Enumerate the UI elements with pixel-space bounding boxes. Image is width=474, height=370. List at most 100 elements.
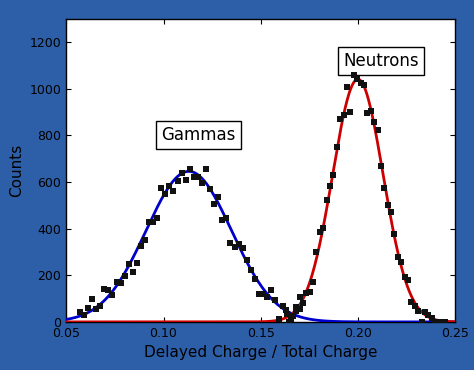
X-axis label: Delayed Charge / Total Charge: Delayed Charge / Total Charge (144, 345, 377, 360)
Point (214, 194, 222, 200)
Point (431, 319, 439, 324)
Point (292, 307, 299, 313)
Point (285, 319, 293, 325)
Point (210, 201, 218, 206)
Point (381, 185, 388, 191)
Point (323, 197, 330, 203)
Point (333, 144, 341, 150)
Point (425, 312, 432, 318)
Point (125, 261, 133, 267)
Point (272, 297, 279, 303)
Point (346, 109, 354, 115)
Point (194, 174, 202, 180)
Point (404, 277, 412, 283)
Point (149, 219, 157, 225)
Point (186, 166, 193, 172)
Point (282, 307, 290, 313)
Point (414, 308, 422, 314)
Text: Neutrons: Neutrons (343, 51, 419, 70)
Point (354, 75, 361, 81)
Point (92, 306, 100, 312)
Point (391, 231, 398, 237)
Point (329, 172, 337, 178)
Point (255, 291, 263, 297)
Point (441, 319, 449, 325)
Point (340, 112, 347, 118)
Point (343, 84, 351, 90)
Point (182, 178, 190, 184)
Point (76, 309, 84, 315)
Point (263, 294, 271, 300)
Point (398, 259, 405, 265)
Point (310, 279, 317, 285)
Point (299, 300, 307, 306)
Point (88, 296, 96, 302)
Point (306, 289, 313, 295)
Point (227, 240, 234, 246)
Point (364, 110, 371, 115)
Point (360, 83, 368, 88)
Point (401, 275, 409, 280)
Point (97, 303, 104, 309)
Point (247, 267, 255, 273)
Point (283, 311, 291, 317)
Point (289, 313, 297, 319)
Point (280, 303, 287, 309)
Point (154, 215, 161, 221)
Point (239, 245, 246, 251)
Point (313, 249, 320, 255)
Point (288, 316, 295, 322)
Point (326, 184, 334, 189)
Point (411, 303, 419, 309)
Point (438, 319, 446, 325)
Point (105, 287, 112, 293)
Point (275, 316, 283, 322)
Point (292, 304, 300, 310)
Point (316, 229, 324, 235)
Y-axis label: Counts: Counts (9, 144, 24, 197)
Point (109, 292, 116, 298)
Point (100, 286, 108, 292)
Point (357, 80, 365, 86)
Point (117, 280, 124, 286)
Point (235, 241, 242, 247)
Point (374, 127, 381, 133)
Point (251, 276, 259, 282)
Point (206, 186, 214, 192)
Point (121, 273, 128, 279)
Point (370, 118, 378, 124)
Point (367, 108, 374, 114)
Point (129, 269, 137, 275)
Point (296, 294, 303, 300)
Point (198, 180, 206, 186)
Point (350, 73, 357, 78)
Point (377, 163, 385, 169)
Point (190, 174, 198, 180)
Point (319, 225, 327, 231)
Point (137, 243, 145, 249)
Point (408, 299, 415, 305)
Point (421, 309, 429, 315)
Point (435, 319, 442, 325)
Point (387, 209, 395, 215)
Point (223, 215, 230, 221)
Point (133, 260, 141, 266)
Point (418, 319, 425, 325)
Point (113, 279, 120, 285)
Point (157, 185, 165, 191)
Point (243, 258, 250, 263)
Point (141, 238, 149, 243)
Point (267, 287, 275, 293)
Point (428, 316, 436, 322)
Point (170, 188, 177, 194)
Point (178, 170, 185, 176)
Point (231, 244, 238, 250)
Point (219, 218, 226, 223)
Point (146, 219, 153, 225)
Point (174, 178, 182, 184)
Point (80, 313, 88, 319)
Point (165, 182, 173, 188)
Point (394, 254, 401, 260)
Point (259, 291, 267, 297)
Point (296, 306, 303, 312)
